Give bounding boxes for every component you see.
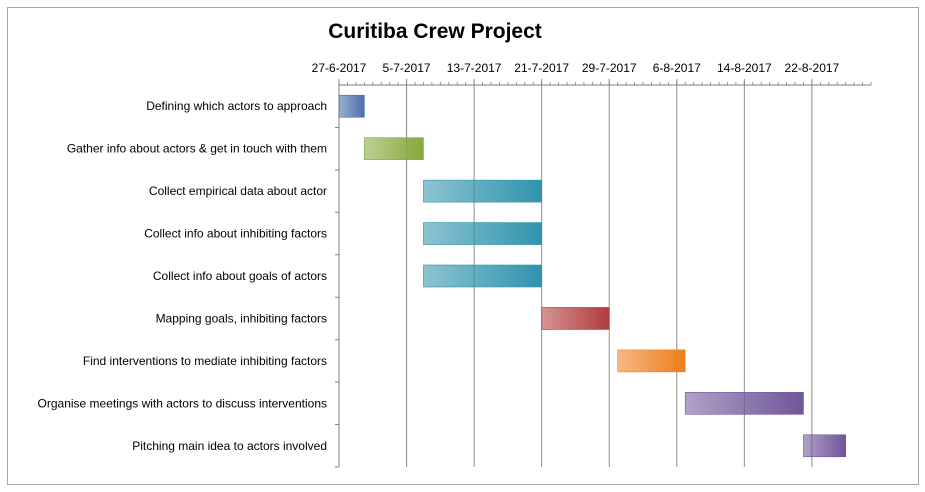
task-bar (423, 179, 542, 203)
task-bar (617, 349, 686, 373)
x-tick-label: 5-7-2017 (383, 61, 431, 75)
chart-title: Curitiba Crew Project (328, 20, 542, 43)
task-label: Pitching main idea to actors involved (132, 439, 327, 453)
x-axis: 27-6-2017 5-7-2017 13-7-2017 21-7-2017 29-7-… (312, 61, 872, 468)
task-bar (338, 94, 365, 118)
task-label: Gather info about actors & get in touch … (67, 142, 327, 156)
x-tick-label: 13-7-2017 (447, 61, 502, 75)
x-tick-label: 22-8-2017 (785, 61, 840, 75)
task-label: Find interventions to mediate inhibiting… (83, 354, 327, 368)
x-tick-label: 6-8-2017 (653, 61, 701, 75)
task-bar (684, 392, 804, 415)
x-tick-label: 14-8-2017 (717, 61, 772, 75)
x-tick-label: 29-7-2017 (582, 61, 637, 75)
task-bar (541, 307, 610, 330)
task-label: Collect info about inhibiting factors (144, 227, 327, 241)
task-label: Mapping goals, inhibiting factors (156, 311, 327, 325)
x-tick-label: 21-7-2017 (514, 61, 569, 75)
task-label: Organise meetings with actors to discuss… (38, 396, 327, 410)
task-labels: Defining which actors to approach Gather … (38, 99, 327, 453)
task-label: Defining which actors to approach (146, 99, 327, 113)
task-bars (338, 94, 846, 458)
task-label: Collect info about goals of actors (153, 269, 327, 283)
task-bar (423, 222, 542, 245)
task-bar (423, 264, 542, 288)
task-bar (803, 434, 846, 458)
task-bar (364, 137, 424, 160)
x-tick-label: 27-6-2017 (312, 61, 367, 75)
task-label: Collect empirical data about actor (149, 184, 327, 198)
